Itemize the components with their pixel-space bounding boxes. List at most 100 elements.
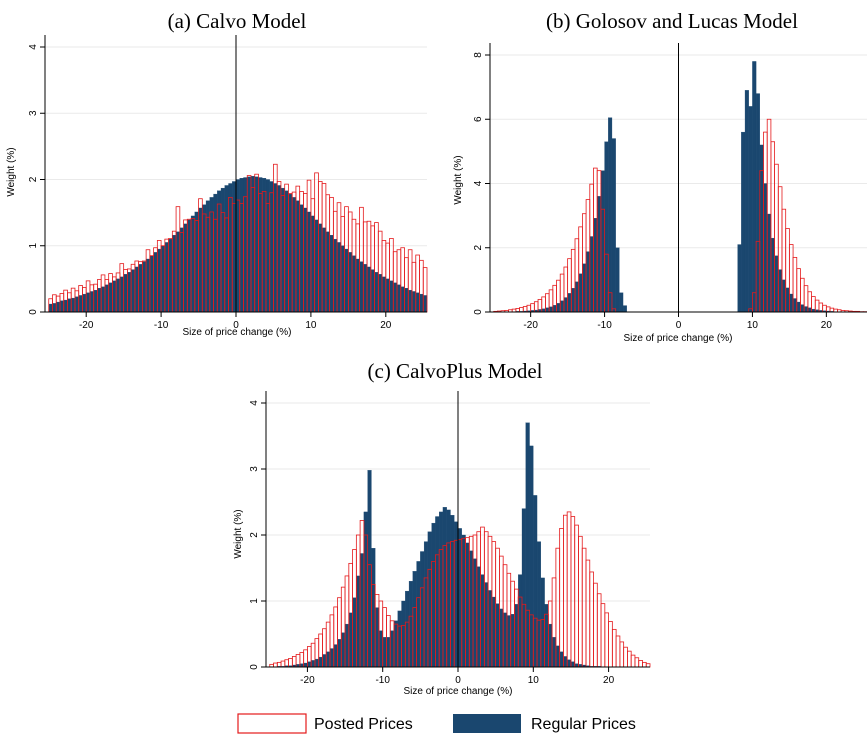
bar-regular-c-40 — [420, 551, 425, 668]
bar-regular-a-93 — [396, 284, 401, 313]
bar-regular-b-81 — [792, 298, 797, 313]
bar-regular-a-28 — [153, 252, 158, 313]
bar-regular-c-79 — [567, 659, 572, 668]
bar-regular-a-36 — [183, 223, 188, 313]
bar-posted-c-82 — [578, 535, 583, 668]
bar-regular-c-50 — [457, 528, 462, 668]
bar-regular-a-73 — [321, 227, 327, 313]
bar-regular-a-2 — [56, 301, 61, 313]
legend-label-posted: Posted Prices — [314, 716, 413, 733]
bar-regular-a-34 — [175, 231, 180, 313]
bar-regular-c-73 — [544, 604, 549, 668]
bar-regular-a-76 — [333, 238, 338, 313]
panel-c-ylabel: Weight (%) — [233, 509, 244, 558]
bar-regular-a-39 — [194, 211, 199, 313]
bar-regular-a-71 — [314, 219, 319, 313]
bar-regular-a-69 — [307, 211, 312, 313]
bar-regular-c-65 — [514, 604, 519, 668]
bar-regular-b-78 — [781, 279, 786, 313]
x-tick-label-b-1: -10 — [597, 320, 612, 331]
bar-regular-c-51 — [461, 534, 466, 668]
bar-regular-a-63 — [284, 190, 289, 313]
bar-regular-a-68 — [303, 207, 308, 313]
y-tick-label-a-2: 2 — [28, 176, 39, 182]
bar-regular-b-27 — [593, 218, 598, 313]
bar-regular-a-81 — [351, 255, 356, 313]
bar-regular-a-87 — [374, 272, 379, 313]
x-tick-label-b-0: -20 — [523, 320, 538, 331]
bar-regular-a-38 — [190, 215, 195, 313]
bar-regular-c-80 — [570, 661, 575, 668]
bar-regular-c-74 — [548, 623, 553, 668]
bar-regular-a-7 — [74, 296, 79, 313]
bar-regular-a-79 — [344, 248, 349, 313]
bar-posted-c-78 — [563, 514, 568, 668]
bar-regular-c-61 — [499, 608, 504, 668]
bar-regular-a-8 — [78, 295, 83, 313]
y-tick-label-a-4: 4 — [28, 44, 39, 50]
x-tick-label-b-4: 20 — [821, 320, 833, 331]
bar-posted-c-80 — [570, 516, 576, 668]
bar-regular-b-28 — [597, 196, 602, 313]
panel-a-plot: -20 -10 0 10 20 0 1 2 3 4 — [28, 35, 428, 331]
bar-regular-c-28 — [375, 607, 380, 668]
bar-posted-c-81 — [574, 524, 579, 668]
panel-b: (b) Golosov and Lucas Model -20 -10 0 10 20 0… — [453, 9, 867, 344]
bar-regular-c-56 — [480, 574, 485, 668]
bar-posted-c-92 — [615, 635, 621, 668]
bar-regular-a-84 — [363, 264, 368, 313]
bar-regular-b-26 — [589, 236, 594, 313]
bar-regular-c-60 — [495, 603, 500, 668]
panel-a-xlabel: Size of price change (%) — [183, 327, 292, 338]
bar-regular-a-20 — [123, 274, 128, 313]
bar-regular-a-80 — [348, 252, 353, 313]
bar-regular-a-50 — [235, 179, 240, 313]
bar-regular-c-48 — [450, 515, 455, 668]
x-tick-label-c-3: 10 — [528, 675, 540, 686]
bar-regular-b-22 — [574, 281, 579, 313]
bar-regular-c-36 — [405, 590, 410, 668]
bar-regular-b-30 — [604, 141, 609, 313]
y-tick-label-a-3: 3 — [28, 110, 39, 116]
bar-regular-c-41 — [423, 541, 429, 668]
y-tick-label-b-2: 4 — [473, 180, 484, 186]
bar-regular-a-91 — [389, 280, 394, 313]
bar-regular-c-46 — [442, 507, 447, 668]
panel-a: (a) Calvo Model -20 -10 0 10 20 0 1 2 3 4 Size of… — [6, 9, 428, 338]
bar-regular-b-14 — [545, 307, 550, 313]
bar-regular-a-55 — [254, 176, 259, 313]
bar-regular-b-75 — [770, 237, 775, 313]
bar-regular-c-64 — [510, 614, 515, 668]
bar-regular-a-92 — [393, 282, 398, 313]
bar-regular-a-15 — [104, 284, 109, 313]
bar-regular-c-77 — [559, 651, 564, 668]
y-tick-label-b-1: 2 — [473, 245, 484, 251]
legend-swatch-posted — [237, 713, 307, 734]
bar-regular-a-86 — [370, 269, 375, 313]
bar-regular-c-33 — [393, 620, 398, 668]
bar-regular-b-84 — [804, 306, 809, 313]
bar-regular-c-15 — [326, 651, 331, 668]
bar-regular-b-25 — [585, 251, 590, 313]
y-tick-label-c-3: 3 — [249, 466, 260, 472]
bar-regular-a-44 — [213, 193, 218, 313]
bar-regular-c-39 — [416, 561, 421, 668]
legend: Posted Prices Regular Prices — [237, 713, 636, 734]
bar-posted-c-99 — [642, 661, 647, 668]
x-tick-label-c-1: -10 — [375, 675, 390, 686]
bar-regular-b-83 — [800, 304, 805, 313]
bar-regular-c-58 — [487, 590, 493, 668]
bar-regular-a-58 — [265, 179, 270, 313]
bar-regular-b-21 — [571, 288, 576, 313]
bar-posted-c-90 — [608, 621, 613, 668]
bar-regular-a-75 — [329, 234, 334, 313]
bar-regular-c-68 — [525, 422, 530, 668]
x-tick-label-c-0: -20 — [300, 675, 315, 686]
bar-regular-b-16 — [552, 305, 557, 313]
bar-regular-a-43 — [209, 197, 214, 313]
bar-regular-b-70 — [752, 61, 757, 313]
bar-regular-c-20 — [344, 623, 349, 668]
bar-regular-c-66 — [518, 574, 523, 668]
x-tick-label-a-3: 10 — [305, 320, 317, 331]
bar-regular-a-95 — [404, 287, 409, 313]
